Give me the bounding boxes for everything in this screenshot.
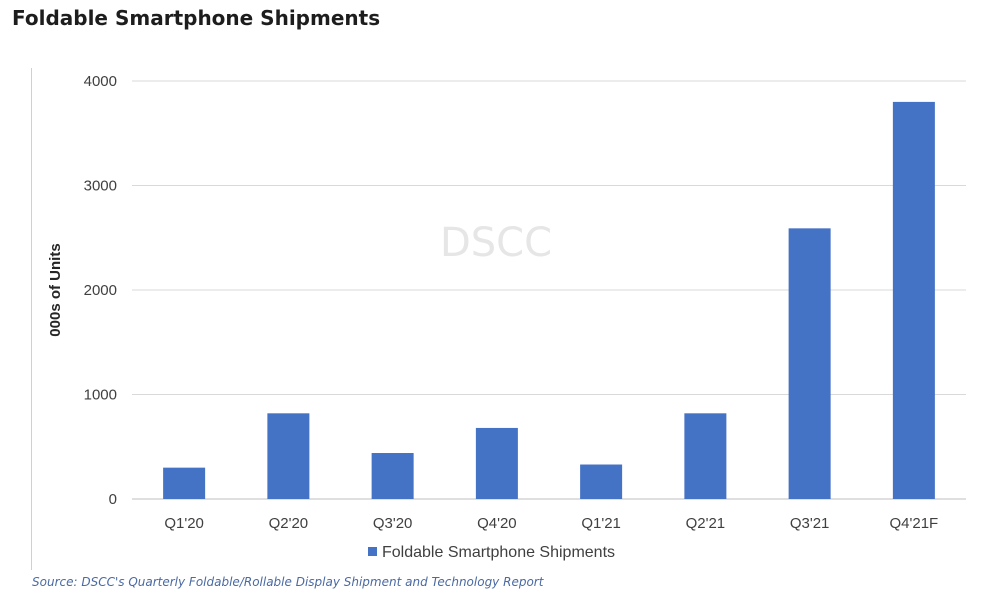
watermark: DSCC <box>440 220 552 266</box>
y-tick-label: 0 <box>109 491 117 508</box>
legend-label: Foldable Smartphone Shipments <box>382 544 615 561</box>
bar <box>788 228 831 499</box>
x-tick-label: Q2'20 <box>269 515 309 532</box>
y-axis-ticks: 0 1000 2000 3000 4000 <box>84 73 117 508</box>
x-tick-label: Q3'21 <box>790 515 830 532</box>
x-axis-ticks: Q1'20 Q2'20 Q3'20 Q4'20 Q1'21 Q2'21 Q3'21 Q4'21… <box>164 515 938 532</box>
frame-divider <box>31 68 32 570</box>
bar <box>684 413 727 499</box>
source-note: Source: DSCC's Quarterly Foldable/Rollab… <box>32 575 544 589</box>
legend-swatch <box>368 547 377 556</box>
x-tick-label: Q1'20 <box>164 515 204 532</box>
bar <box>580 464 623 499</box>
x-tick-label: Q2'21 <box>686 515 726 532</box>
x-tick-label: Q1'21 <box>581 515 621 532</box>
legend: Foldable Smartphone Shipments <box>368 544 615 561</box>
bar <box>892 101 935 500</box>
x-tick-label: Q3'20 <box>373 515 413 532</box>
bar <box>475 427 518 499</box>
bar <box>163 467 206 499</box>
y-axis-title: 000s of Units <box>47 243 64 336</box>
gridlines <box>132 80 966 500</box>
y-tick-label: 2000 <box>84 282 117 299</box>
x-tick-label: Q4'20 <box>477 515 517 532</box>
y-tick-label: 1000 <box>84 387 117 404</box>
y-tick-label: 4000 <box>84 73 117 90</box>
chart-title: Foldable Smartphone Shipments <box>12 6 381 30</box>
bar <box>267 413 310 499</box>
bars <box>163 101 935 500</box>
y-tick-label: 3000 <box>84 178 117 195</box>
bar <box>371 453 414 499</box>
x-tick-label: Q4'21F <box>890 515 939 532</box>
